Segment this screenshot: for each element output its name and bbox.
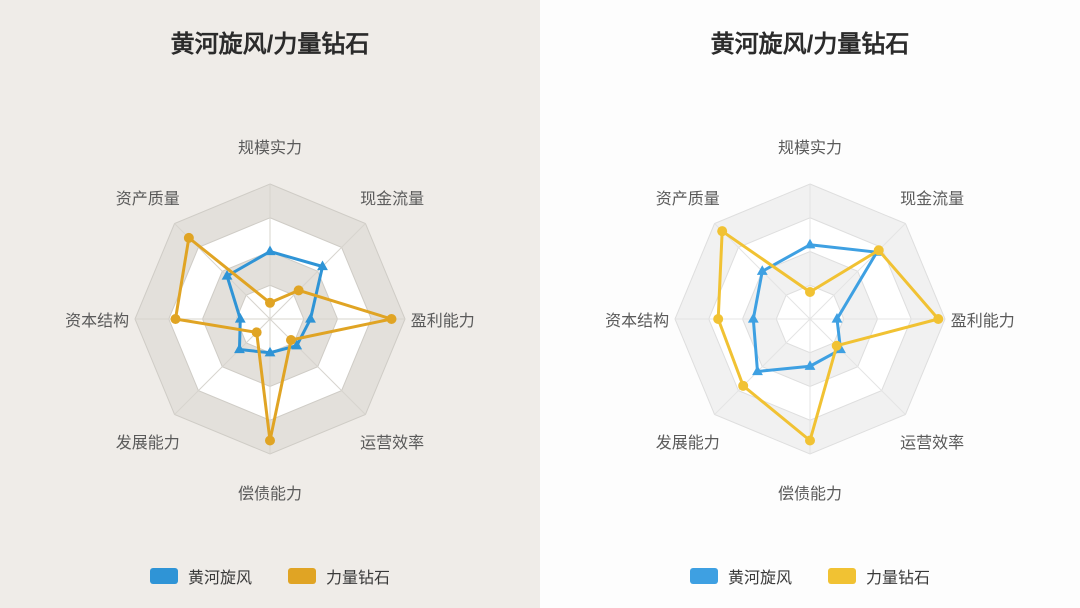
axis-label: 资产质量 [656, 185, 720, 209]
radar-chart-left: 规模实力现金流量盈利能力运营效率偿债能力 发展能力 资本结构 资产质量 [0, 59, 540, 519]
chart-title-right: 黄河旋风/力量钻石 [540, 0, 1080, 59]
radar-marker [294, 285, 304, 295]
radar-marker [265, 436, 275, 446]
panel-left: 黄河旋风/力量钻石 规模实力现金流量盈利能力运营效率偿债能力 发展能力 资本结构 资产… [0, 0, 540, 608]
legend-label-liliang: 力量钻石 [866, 564, 930, 588]
axis-label: 盈利能力 [951, 307, 1015, 331]
axis-label: 运营效率 [900, 429, 964, 453]
radar-marker [265, 298, 275, 308]
axis-label: 规模实力 [238, 134, 302, 158]
legend-swatch-liliang [828, 568, 856, 584]
legend-swatch-huanghe [150, 568, 178, 584]
radar-svg-right [540, 59, 1080, 519]
legend-item-huanghe[interactable]: 黄河旋风 [150, 564, 252, 588]
radar-marker [713, 314, 723, 324]
axis-label: 资产质量 [116, 185, 180, 209]
axis-label: 盈利能力 [411, 307, 475, 331]
radar-marker [252, 327, 262, 337]
chart-title-left: 黄河旋风/力量钻石 [0, 0, 540, 59]
legend-label-liliang: 力量钻石 [326, 564, 390, 588]
radar-marker [387, 314, 397, 324]
axis-label: 运营效率 [360, 429, 424, 453]
legend-left: 黄河旋风 力量钻石 [0, 564, 540, 588]
legend-swatch-liliang [288, 568, 316, 584]
panel-right: 黄河旋风/力量钻石 规模实力现金流量盈利能力运营效率偿债能力 发展能力 资本结构 资产… [540, 0, 1080, 608]
radar-svg-left [0, 59, 540, 519]
radar-marker [286, 335, 296, 345]
radar-chart-right: 规模实力现金流量盈利能力运营效率偿债能力 发展能力 资本结构 资产质量 [540, 59, 1080, 519]
legend-item-huanghe[interactable]: 黄河旋风 [690, 564, 792, 588]
axis-label: 资本结构 [65, 307, 129, 331]
radar-marker [738, 381, 748, 391]
radar-marker [933, 314, 943, 324]
radar-marker [184, 233, 194, 243]
radar-marker [805, 287, 815, 297]
legend-right: 黄河旋风 力量钻石 [540, 564, 1080, 588]
radar-marker [832, 341, 842, 351]
legend-item-liliang[interactable]: 力量钻石 [828, 564, 930, 588]
legend-swatch-huanghe [690, 568, 718, 584]
axis-label: 规模实力 [778, 134, 842, 158]
radar-marker [874, 245, 884, 255]
legend-label-huanghe: 黄河旋风 [728, 564, 792, 588]
axis-label: 发展能力 [116, 429, 180, 453]
radar-marker [171, 314, 181, 324]
legend-label-huanghe: 黄河旋风 [188, 564, 252, 588]
axis-label: 偿债能力 [778, 480, 842, 504]
axis-label: 现金流量 [900, 185, 964, 209]
axis-label: 发展能力 [656, 429, 720, 453]
radar-marker [805, 436, 815, 446]
page-root: 黄河旋风/力量钻石 规模实力现金流量盈利能力运营效率偿债能力 发展能力 资本结构 资产… [0, 0, 1080, 608]
legend-item-liliang[interactable]: 力量钻石 [288, 564, 390, 588]
axis-label: 资本结构 [605, 307, 669, 331]
axis-label: 偿债能力 [238, 480, 302, 504]
radar-marker [717, 226, 727, 236]
axis-label: 现金流量 [360, 185, 424, 209]
